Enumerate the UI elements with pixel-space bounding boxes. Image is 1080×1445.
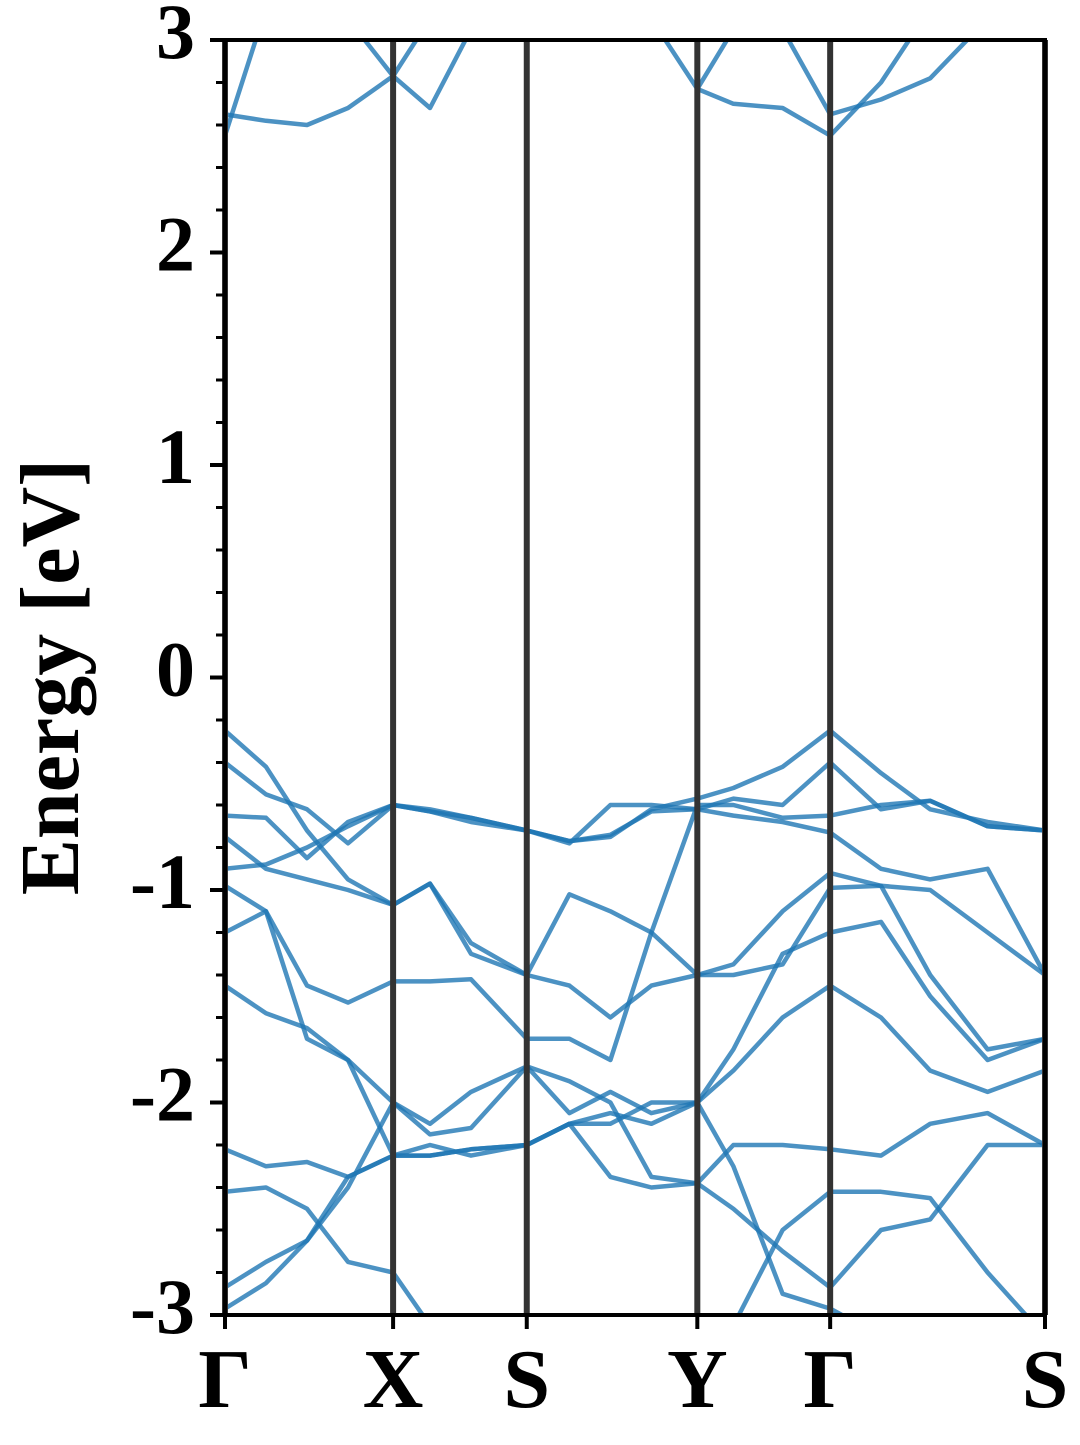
y-axis-label: Energy [eV]: [4, 459, 97, 895]
x-tick-label: Γ: [198, 1333, 251, 1426]
y-tick-label: 2: [156, 200, 195, 287]
band: [225, 909, 1045, 1137]
band: [225, 728, 1045, 978]
y-tick-label: -3: [130, 1263, 195, 1350]
band: [225, 1185, 1029, 1315]
band: [225, 1100, 847, 1315]
band: [225, 798, 1045, 1063]
band: [361, 40, 730, 92]
band: [225, 802, 1045, 977]
band: [225, 760, 1045, 861]
y-tick-label: 1: [156, 413, 195, 500]
band: [225, 40, 971, 137]
band: [225, 40, 912, 138]
bands: [225, 40, 1045, 1315]
band: [225, 835, 1045, 1052]
band: [225, 1064, 1045, 1290]
y-tick-label: -2: [130, 1050, 195, 1137]
plot-frame: [223, 38, 1047, 1317]
y-tick-label: -1: [130, 838, 195, 925]
y-tick-label: 3: [156, 0, 195, 75]
x-tick-label: Γ: [803, 1333, 856, 1426]
x-tick-label: Y: [667, 1333, 728, 1426]
x-tick-label: S: [503, 1333, 550, 1426]
y-tick-label: 0: [156, 625, 195, 712]
x-tick-label: X: [363, 1333, 424, 1426]
band: [225, 983, 1045, 1190]
x-tick-label: S: [1022, 1333, 1069, 1426]
